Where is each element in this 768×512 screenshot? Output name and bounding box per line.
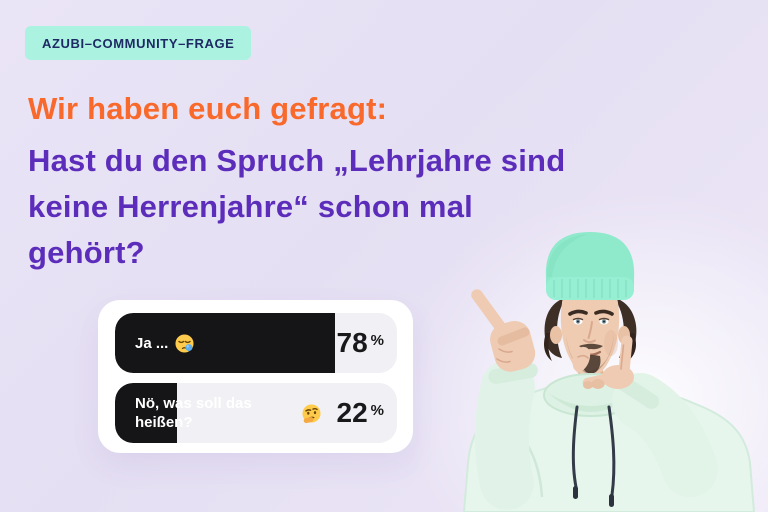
poll-percent-unit: %: [370, 402, 384, 419]
poll-percent-value: 22: [336, 397, 368, 428]
ear: [550, 326, 562, 344]
drawstring: [571, 405, 579, 489]
drawstring: [607, 405, 616, 497]
question-line: keine Herrenjahre“ schon mal: [28, 189, 473, 224]
question-line: gehört?: [28, 235, 145, 270]
poll-percent-unit: %: [370, 332, 384, 349]
poll-option-label: Ja ...: [135, 334, 169, 352]
poll-option-label: Nö, was soll das heißen?: [135, 395, 252, 431]
face: [560, 289, 620, 377]
poll-percent-value: 78: [336, 327, 368, 358]
question-heading: Hast du den Spruch „Lehrjahre sind keine…: [28, 138, 738, 276]
sleepy-face-emoji-icon: [175, 333, 194, 353]
chin-arm: [572, 335, 718, 497]
beanie: [545, 232, 635, 300]
pointing-hand-icon: [471, 289, 536, 372]
pointing-arm: [471, 289, 538, 510]
poll-percent: 78 %: [337, 313, 385, 373]
question-line: Hast du den Spruch „Lehrjahre sind: [28, 143, 566, 178]
chin-hand-icon: [572, 335, 634, 389]
presenter-illustration: [462, 232, 756, 512]
poll-bar-fill: [115, 383, 178, 443]
poll-option-row: Nö, was soll das heißen? 22 %: [115, 383, 397, 443]
poll-option-row: Ja ... 78 %: [115, 313, 397, 373]
topic-badge: AZUBI–COMMUNITY–FRAGE: [25, 26, 252, 60]
poll-percent: 22 %: [337, 383, 385, 443]
poll-results-card: Ja ... 78 %: [98, 300, 413, 453]
thinking-face-emoji-icon: [302, 403, 321, 423]
poll-bar-fill: [115, 313, 335, 373]
intro-heading: Wir haben euch gefragt:: [28, 91, 388, 126]
topic-badge-label: AZUBI–COMMUNITY–FRAGE: [42, 35, 235, 51]
